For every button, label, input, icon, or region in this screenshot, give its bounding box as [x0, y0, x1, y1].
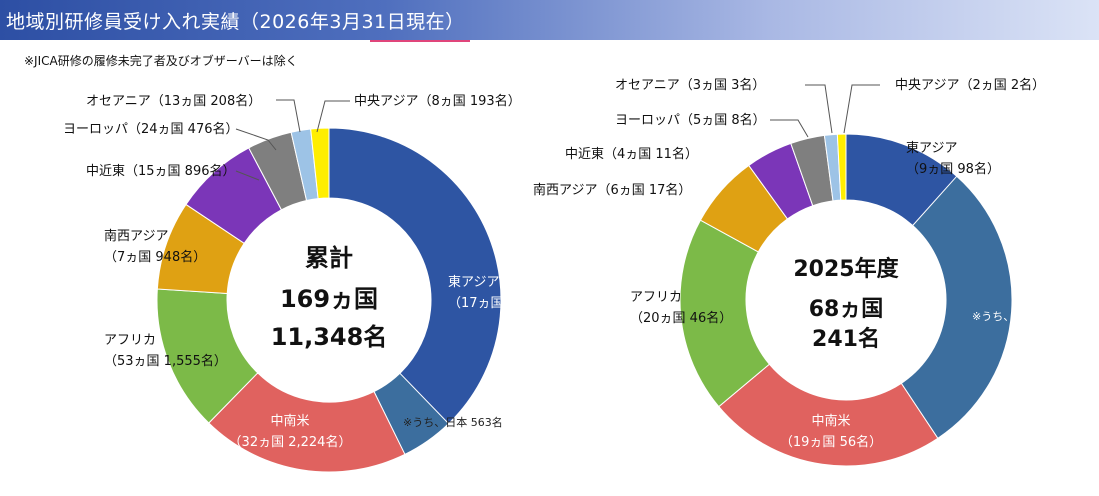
cumulative-label-middle-east-line-1: 中近東（15ヵ国 896名）	[86, 163, 236, 179]
fy2025-slice-latin-america	[718, 363, 939, 467]
fy2025-label-east-asia-line-1: 東アジア	[906, 140, 957, 156]
fy2025-label-middle-east-line-1: 中近東（4ヵ国 11名）	[565, 146, 698, 162]
fy2025-label-east-asia-line-2: （9ヵ国 98名）	[906, 161, 1000, 177]
fy2025-label-latin-america-line-2: （19ヵ国 56名）	[780, 434, 882, 450]
cumulative-leader-oceania	[276, 99, 301, 133]
title-bar: 地域別研修員受け入れ実績（2026年3月31日現在）	[0, 0, 1099, 40]
fy2025-label-south-west-asia-line-1: 南西アジア（6ヵ国 17名）	[533, 182, 691, 198]
fy2025-label-central-asia-line-1: 中央アジア（2ヵ国 2名）	[895, 77, 1045, 93]
cumulative-subset-label: ※うち、日本 563名	[403, 415, 503, 429]
cumulative-label-africa-line-2: （53ヵ国 1,555名）	[104, 353, 227, 369]
page-title: 地域別研修員受け入れ実績（2026年3月31日現在）	[6, 11, 465, 33]
cumulative-slice-latin-america	[208, 372, 406, 473]
cumulative-leader-middle-east	[235, 170, 260, 181]
cumulative-leader-europe	[235, 128, 277, 151]
cumulative-label-oceania-line-1: オセアニア（13ヵ国 208名）	[86, 93, 261, 109]
fy2025-label-africa-line-2: （20ヵ国 46名）	[630, 310, 732, 326]
cumulative-leader-central-asia	[316, 100, 350, 133]
fy2025-label-africa-line-1: アフリカ	[630, 290, 682, 305]
cumulative-slice-japan-subset	[373, 372, 450, 455]
fy2025-leader-central-asia	[843, 84, 880, 134]
cumulative-label-latin-america-line-1: 中南米	[270, 413, 309, 429]
fy2025-slice-japan-subset	[900, 175, 1013, 439]
fy2025-center-label-2: 68ヵ国	[809, 297, 884, 322]
fy2025-center-label-1: 2025年度	[793, 256, 899, 282]
cumulative-label-south-west-asia-line-2: （7ヵ国 948名）	[104, 249, 206, 265]
fy2025-subset-label: ※うち、日本 70名	[972, 309, 1065, 323]
cumulative-center-label-1: 累計	[305, 244, 353, 272]
exclusion-note: ※JICA研修の履修未完了者及びオブザーバーは除く	[24, 54, 298, 68]
fy2025-label-europe-line-1: ヨーロッパ（5ヵ国 8名）	[615, 112, 766, 128]
cumulative-label-east-asia-line-1: 東アジア	[448, 274, 499, 290]
cumulative-center-label-3: 11,348名	[271, 323, 388, 351]
cumulative-label-south-west-asia-line-1: 南西アジア	[104, 228, 168, 244]
cumulative-label-europe-line-1: ヨーロッパ（24ヵ国 476名）	[63, 121, 239, 137]
cumulative-slice-central-asia	[310, 127, 330, 200]
cumulative-label-central-asia-line-1: 中央アジア（8ヵ国 193名）	[354, 93, 521, 109]
cumulative-center-label-2: 169ヵ国	[280, 285, 378, 313]
cumulative-label-east-asia-line-2: （17ヵ国 4,848名）	[448, 295, 571, 311]
fy2025-leader-oceania	[805, 84, 833, 134]
fy2025-slice-central-asia	[836, 133, 847, 201]
fy2025-label-oceania-line-1: オセアニア（3ヵ国 3名）	[615, 77, 765, 93]
cumulative-label-africa-line-1: アフリカ	[104, 333, 156, 348]
title-underline-accent	[370, 40, 470, 42]
fy2025-leader-europe	[770, 119, 809, 138]
fy2025-label-latin-america-line-1: 中南米	[811, 413, 850, 429]
cumulative-label-latin-america-line-2: （32ヵ国 2,224名）	[229, 434, 352, 450]
fy2025-center-label-3: 241名	[812, 326, 880, 352]
